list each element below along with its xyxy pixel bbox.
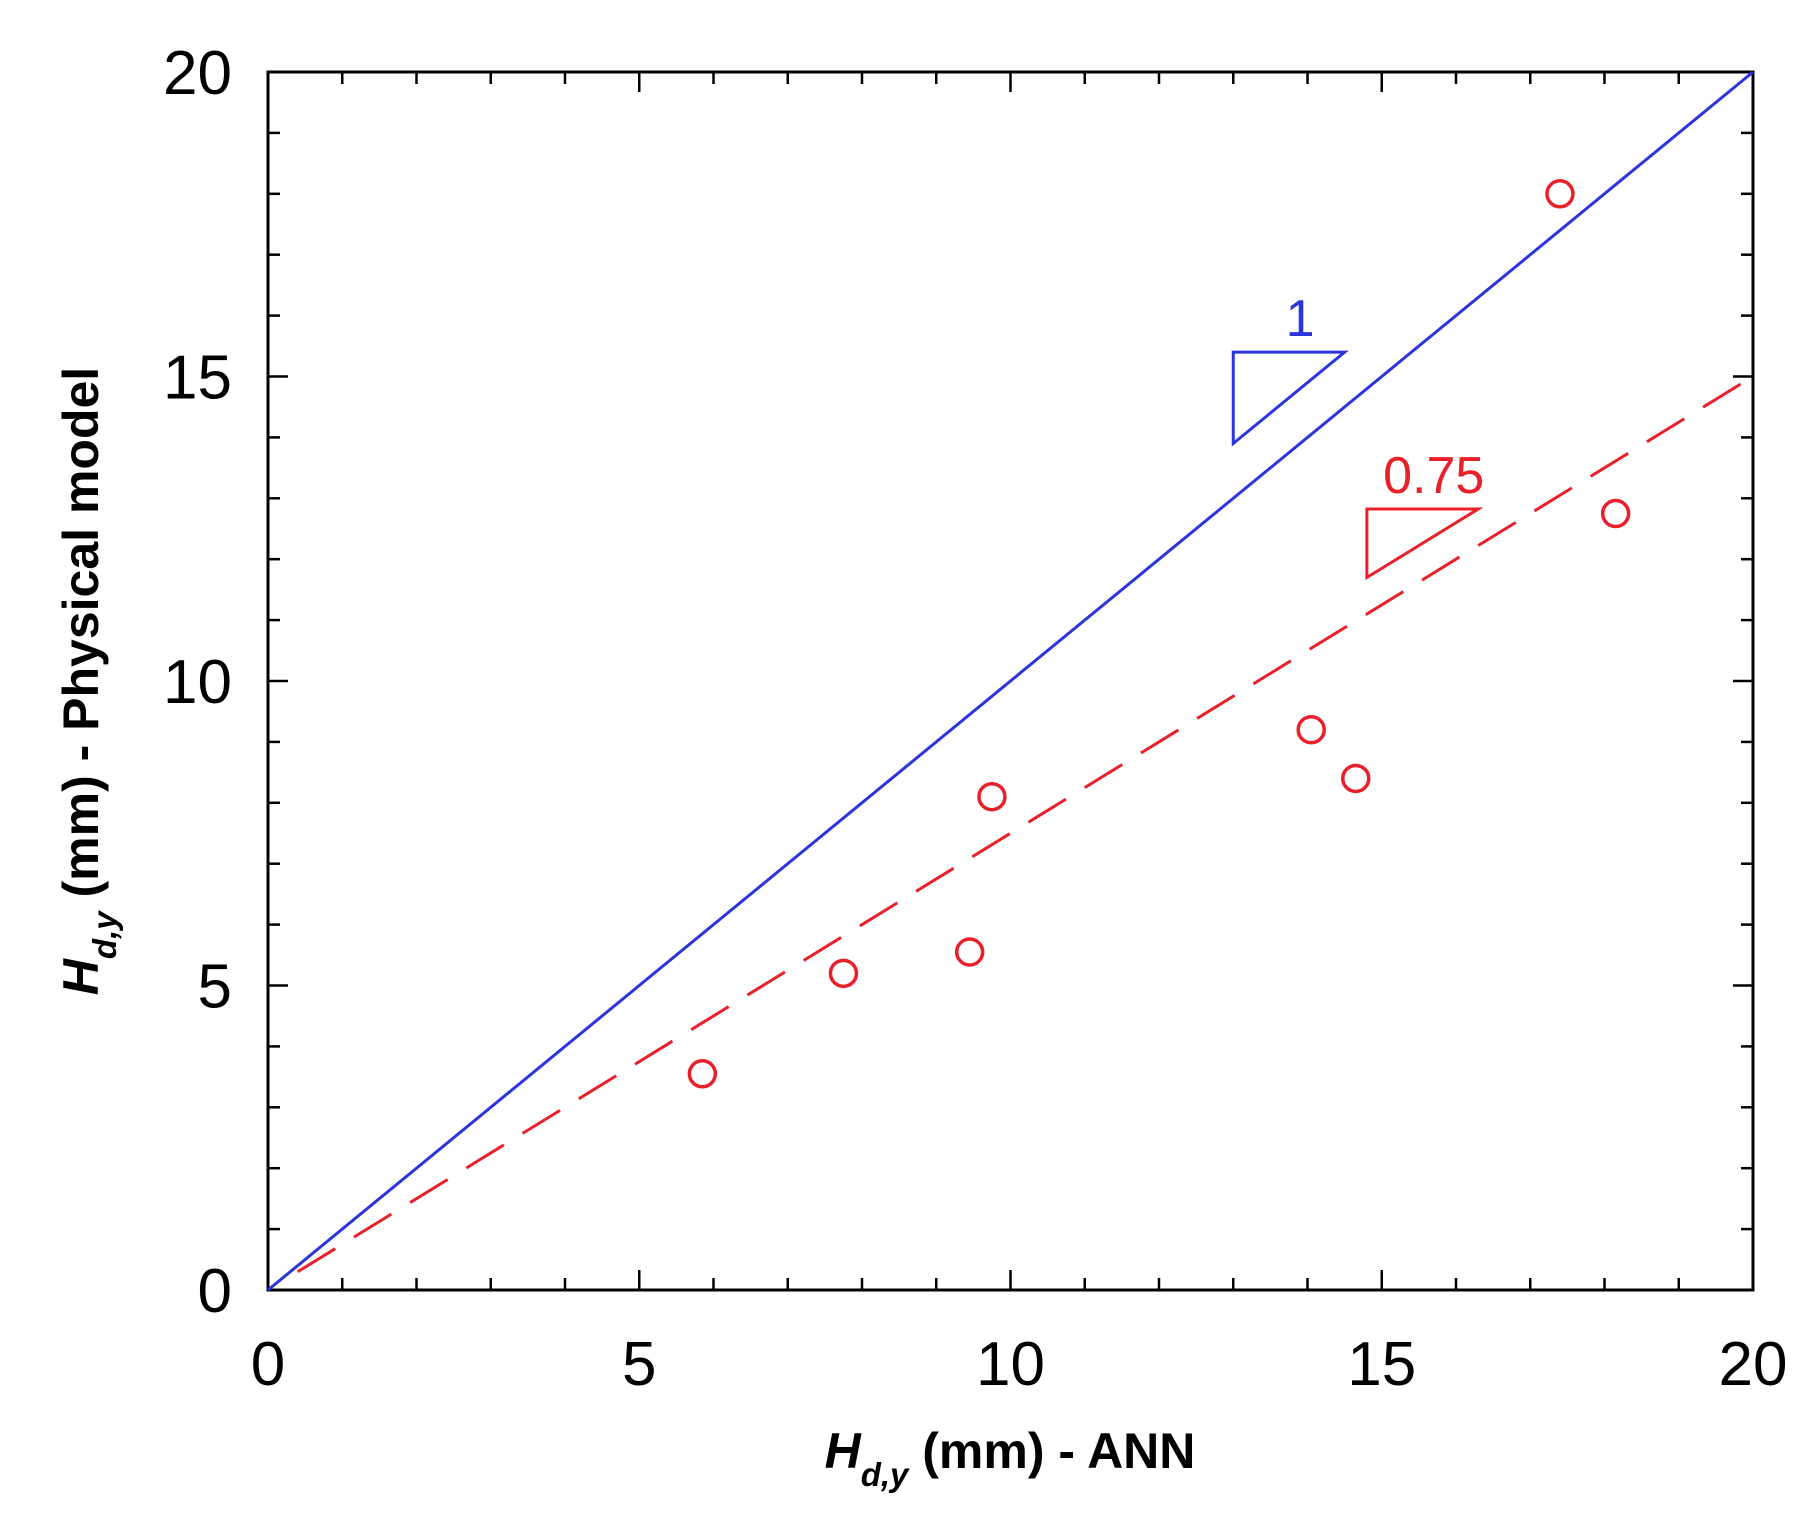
data-point (1341, 763, 1371, 794)
x-tick-label: 0 (251, 1330, 285, 1399)
y-axis-label: Hd,y (mm) - Physical model (53, 367, 123, 995)
y-axis-label-sub: d,y (86, 910, 123, 959)
y-tick-label: 20 (163, 39, 232, 108)
y-axis-label-var: H (53, 958, 109, 995)
data-point (828, 958, 859, 989)
x-axis-label-sub: d,y (861, 1456, 910, 1493)
data-point (1545, 179, 1575, 209)
data-point (977, 781, 1007, 812)
fit-line-dashed (296, 375, 1754, 1274)
y-tick-label: 10 (163, 648, 232, 717)
slope-label: 0.75 (1383, 447, 1484, 505)
y-tick-label: 15 (163, 344, 232, 413)
x-axis-label-var: H (825, 1423, 862, 1479)
data-point (1600, 498, 1631, 529)
slope-label: 1 (1286, 290, 1315, 348)
slope-triangle (1365, 507, 1484, 581)
x-tick-label: 5 (622, 1330, 656, 1399)
y-tick-label: 0 (198, 1257, 232, 1326)
x-tick-label: 15 (1347, 1330, 1416, 1399)
ticks-layer (266, 70, 1755, 1292)
slope-triangle (1231, 350, 1349, 447)
y-tick-label: 5 (198, 953, 232, 1022)
data-point (1296, 714, 1326, 745)
x-tick-label: 20 (1719, 1330, 1788, 1399)
data-point (687, 1059, 718, 1089)
x-axis-label-text: (mm) - ANN (908, 1423, 1195, 1479)
x-axis-label: Hd,y (mm) - ANN (825, 1423, 1196, 1493)
marks-layer (267, 70, 1754, 1292)
x-tick-label: 10 (976, 1330, 1045, 1399)
data-point (954, 937, 985, 967)
reference-line-1to1 (267, 70, 1754, 1292)
y-axis-label-text: (mm) - Physical model (53, 367, 109, 912)
